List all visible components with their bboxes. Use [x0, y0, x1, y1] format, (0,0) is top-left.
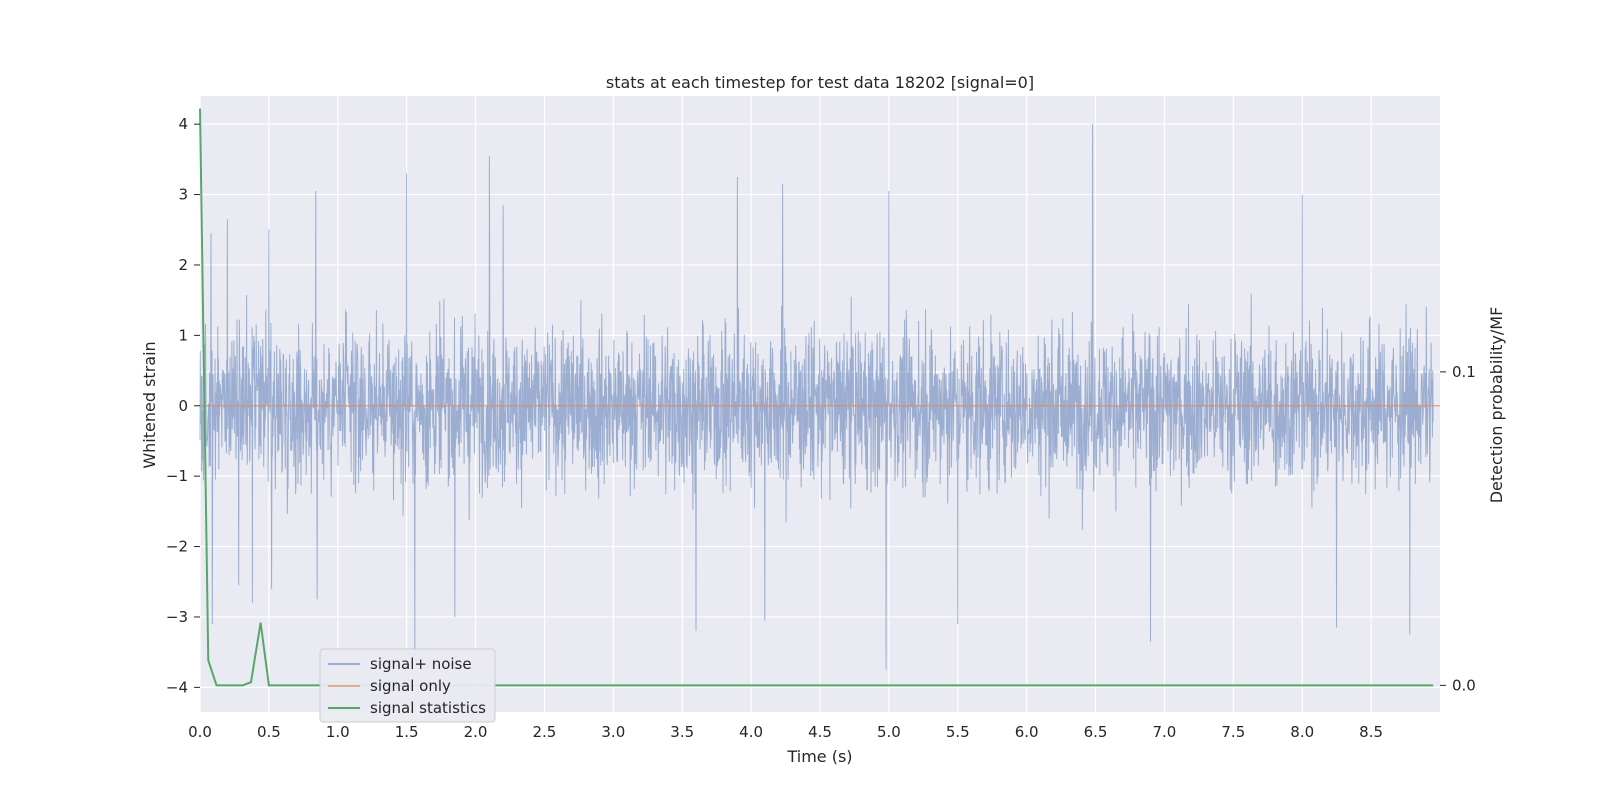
y2-axis-ticks: 0.0 0.1: [1440, 363, 1476, 694]
y-axis-label: Whitened strain: [140, 341, 159, 468]
x-tick-label: 6.0: [1015, 723, 1039, 741]
series-signal-noise-line: [199, 124, 1434, 670]
x-tick-label: 7.0: [1153, 723, 1177, 741]
legend-label-noise: signal+ noise: [370, 655, 472, 673]
chart-title: stats at each timestep for test data 182…: [606, 73, 1034, 92]
y-tick-label: 0: [178, 397, 188, 415]
x-tick-label: 5.5: [946, 723, 970, 741]
y2-tick-label: 0.1: [1452, 363, 1476, 381]
series-signal-statistics-line: [199, 108, 1434, 687]
x-tick-label: 4.0: [739, 723, 763, 741]
y2-axis-label: Detection probability/MF: [1487, 307, 1506, 504]
y-tick-label: −4: [166, 678, 188, 696]
y-tick-label: 3: [178, 186, 188, 204]
x-tick-label: 4.5: [808, 723, 832, 741]
y-tick-label: −2: [166, 538, 188, 556]
y-tick-label: 4: [178, 115, 188, 133]
legend-box: [319, 648, 496, 723]
x-tick-label: 7.5: [1221, 723, 1245, 741]
x-tick-label: 1.0: [326, 723, 350, 741]
x-tick-label: 6.5: [1084, 723, 1108, 741]
x-tick-label: 8.0: [1290, 723, 1314, 741]
x-tick-label: 8.5: [1359, 723, 1383, 741]
x-axis-label: Time (s): [786, 747, 852, 766]
x-tick-label: 0.0: [188, 723, 212, 741]
y2-tick-label: 0.0: [1452, 676, 1476, 694]
legend-label-signal: signal only: [370, 677, 451, 695]
legend: signal+ noise signal only signal statist…: [319, 648, 496, 723]
x-tick-label: 1.5: [395, 723, 419, 741]
x-tick-label: 2.5: [533, 723, 557, 741]
x-tick-label: 3.0: [601, 723, 625, 741]
y-axis-ticks: −4 −3 −2 −1 0 1 2 3 4: [166, 115, 200, 696]
x-axis-ticks: 0.0 0.5 1.0 1.5 2.0 2.5 3.0 3.5 4.0 4.5 5.0 5.5 6.0 6…: [188, 723, 1383, 741]
x-tick-label: 5.0: [877, 723, 901, 741]
x-tick-label: 0.5: [257, 723, 281, 741]
x-tick-label: 2.0: [464, 723, 488, 741]
y-tick-label: 1: [178, 326, 188, 344]
y-tick-label: −1: [166, 467, 188, 485]
y-tick-label: 2: [178, 256, 188, 274]
noise-series-layer: [199, 124, 1434, 670]
stats-series-layer: [199, 108, 1434, 687]
legend-label-stats: signal statistics: [370, 699, 486, 717]
y-tick-label: −3: [166, 608, 188, 626]
x-tick-label: 3.5: [670, 723, 694, 741]
